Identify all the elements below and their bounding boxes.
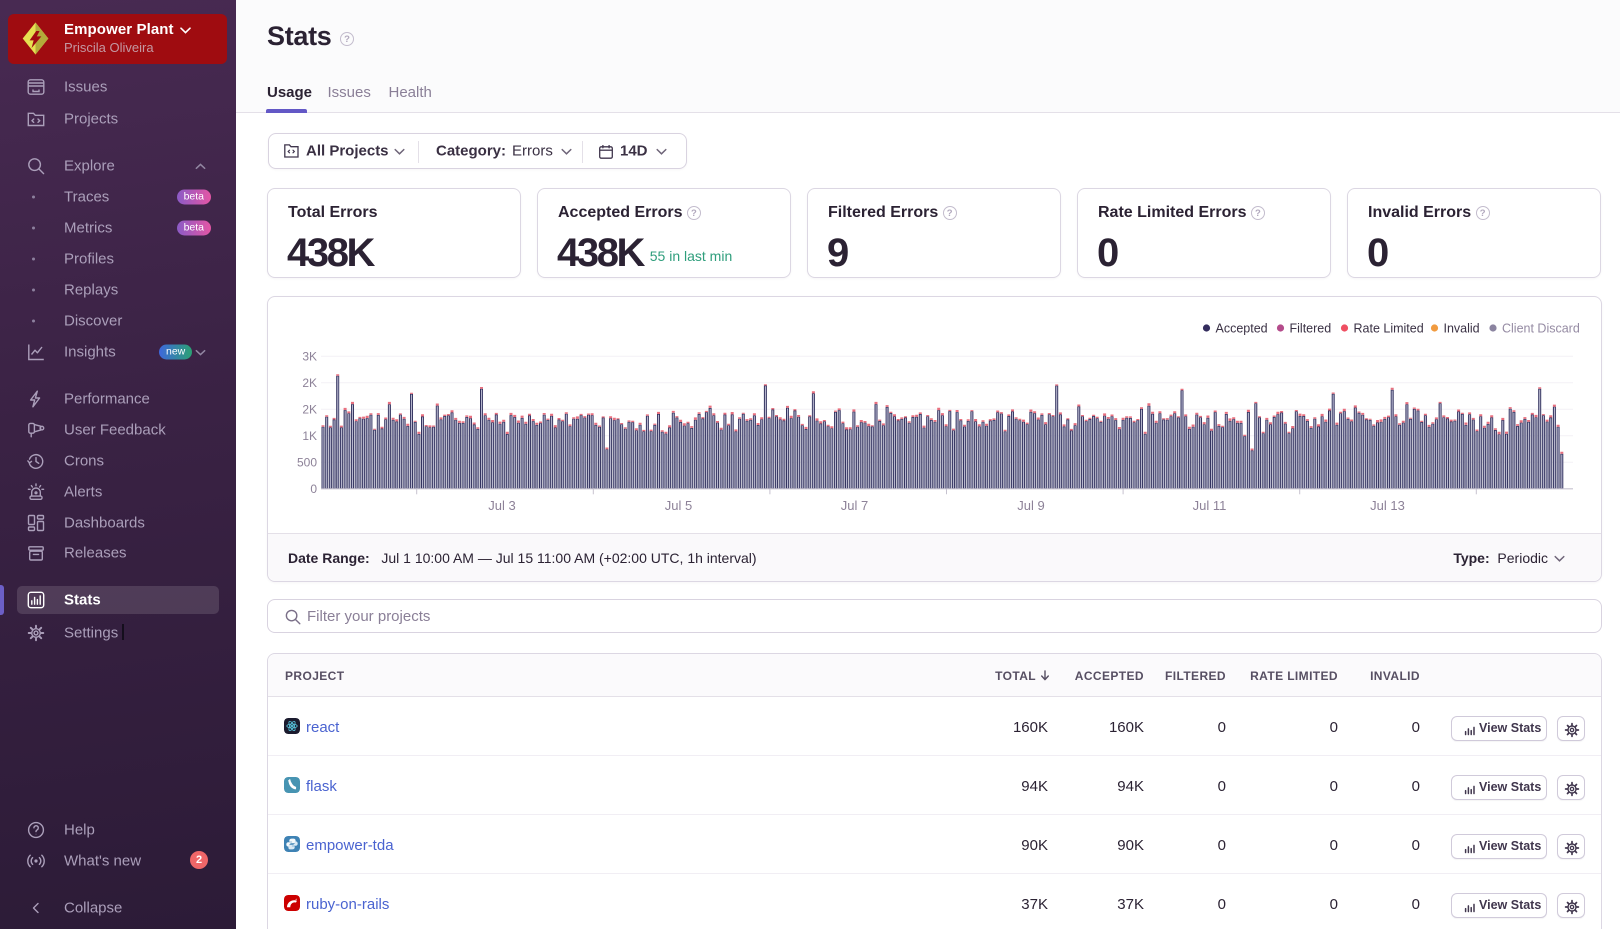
svg-text:2K: 2K [302, 376, 317, 390]
svg-text:Client Discard: Client Discard [1502, 322, 1580, 336]
svg-text:Rate Limited: Rate Limited [1354, 322, 1424, 336]
svg-text:Invalid: Invalid [1444, 322, 1480, 336]
svg-text:Jul 3: Jul 3 [488, 498, 515, 513]
svg-text:2K: 2K [302, 402, 317, 416]
svg-text:Jul 5: Jul 5 [665, 498, 692, 513]
svg-text:500: 500 [297, 455, 317, 469]
svg-text:Jul 11: Jul 11 [1193, 498, 1227, 513]
svg-text:3K: 3K [302, 349, 317, 363]
svg-text:Jul 13: Jul 13 [1370, 498, 1405, 513]
svg-text:Accepted: Accepted [1216, 322, 1268, 336]
svg-text:Filtered: Filtered [1290, 322, 1332, 336]
svg-text:Jul 7: Jul 7 [841, 498, 868, 513]
svg-text:0: 0 [310, 482, 317, 496]
svg-text:1K: 1K [302, 429, 317, 443]
svg-text:Jul 9: Jul 9 [1017, 498, 1044, 513]
